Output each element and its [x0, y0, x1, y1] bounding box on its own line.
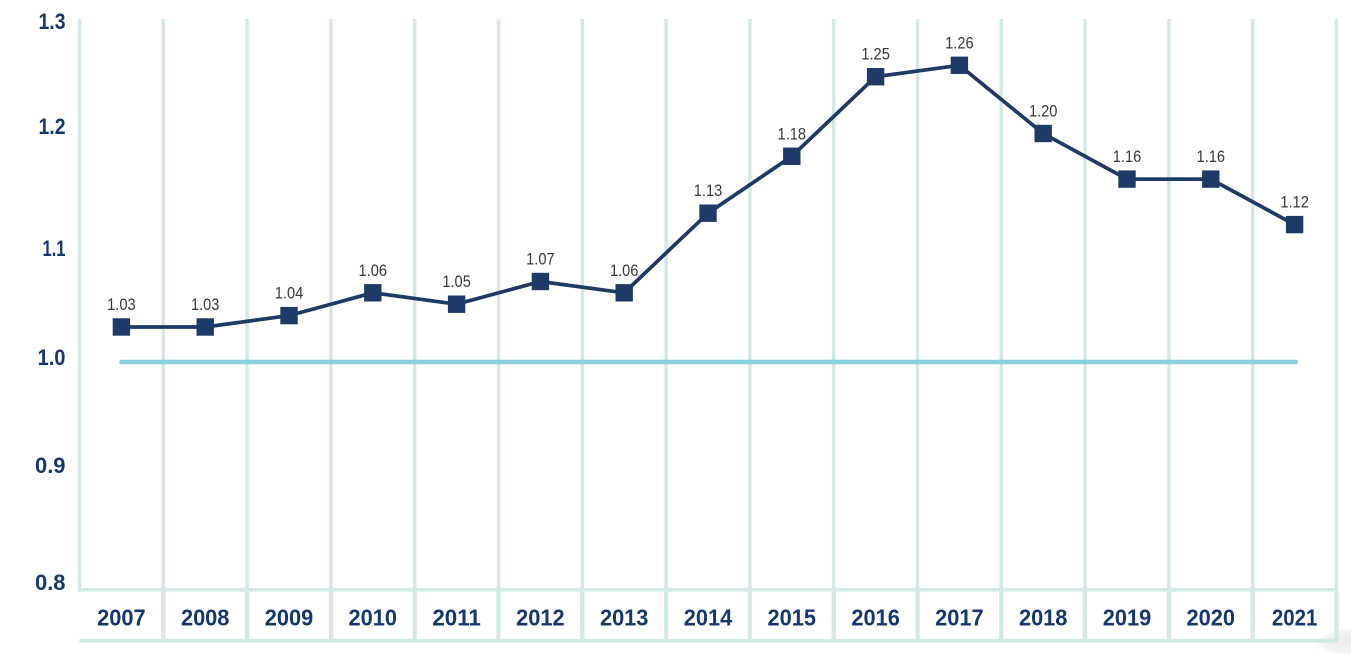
svg-text:1.26: 1.26 [945, 33, 974, 52]
svg-text:1.2: 1.2 [39, 114, 66, 139]
svg-text:2007: 2007 [97, 605, 146, 631]
svg-text:1.13: 1.13 [694, 181, 723, 200]
svg-text:1.07: 1.07 [526, 250, 555, 269]
svg-text:2017: 2017 [935, 605, 984, 631]
svg-text:1.1: 1.1 [43, 236, 66, 261]
svg-text:1.3: 1.3 [39, 9, 66, 34]
svg-text:1.03: 1.03 [107, 295, 136, 314]
svg-text:1.03: 1.03 [191, 295, 220, 314]
svg-text:1.16: 1.16 [1197, 147, 1226, 166]
svg-text:1.06: 1.06 [610, 261, 639, 280]
svg-text:1.20: 1.20 [1029, 102, 1058, 121]
svg-text:1.18: 1.18 [778, 124, 807, 143]
svg-text:1.05: 1.05 [442, 272, 471, 291]
svg-text:0.9: 0.9 [35, 453, 66, 478]
svg-text:2021: 2021 [1272, 605, 1318, 631]
svg-text:2018: 2018 [1019, 605, 1068, 631]
svg-text:1.25: 1.25 [861, 45, 890, 64]
svg-text:2012: 2012 [516, 605, 565, 631]
svg-text:1.06: 1.06 [359, 261, 388, 280]
svg-text:1.0: 1.0 [38, 345, 66, 370]
svg-text:1.16: 1.16 [1113, 147, 1142, 166]
svg-text:0.8: 0.8 [35, 570, 66, 595]
svg-text:2014: 2014 [684, 605, 733, 631]
svg-text:2011: 2011 [432, 605, 481, 631]
svg-text:2019: 2019 [1103, 605, 1152, 631]
svg-text:2016: 2016 [851, 605, 900, 631]
svg-text:1.12: 1.12 [1280, 193, 1309, 212]
svg-text:1.04: 1.04 [275, 284, 304, 303]
svg-text:2008: 2008 [181, 605, 230, 631]
svg-text:2015: 2015 [768, 605, 817, 631]
svg-text:2010: 2010 [349, 605, 398, 631]
svg-text:2013: 2013 [600, 605, 649, 631]
svg-text:2009: 2009 [265, 605, 314, 631]
svg-text:2020: 2020 [1187, 605, 1236, 631]
